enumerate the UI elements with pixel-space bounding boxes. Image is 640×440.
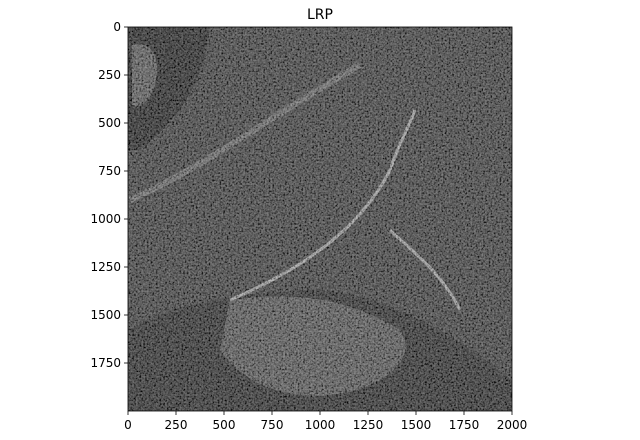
y-axis: 0 250 500 750 1000 1250 1500 1750 — [90, 20, 128, 370]
y-tick-label: 0 — [113, 20, 121, 34]
x-tick-label: 0 — [124, 418, 132, 432]
y-tick-label: 1750 — [90, 356, 121, 370]
y-tick-label: 750 — [98, 164, 121, 178]
chart-title: LRP — [307, 7, 333, 23]
y-tick-label: 250 — [98, 68, 121, 82]
x-tick-label: 750 — [261, 418, 284, 432]
lrp-heatmap-image — [128, 27, 512, 411]
y-tick-label: 1500 — [90, 308, 121, 322]
x-axis: 0 250 500 750 1000 1250 1500 1750 2000 — [124, 411, 527, 432]
y-tick-label: 500 — [98, 116, 121, 130]
y-tick-label: 1000 — [90, 212, 121, 226]
x-tick-label: 1000 — [305, 418, 336, 432]
x-tick-label: 500 — [213, 418, 236, 432]
x-tick-label: 1500 — [401, 418, 432, 432]
x-tick-label: 1250 — [353, 418, 384, 432]
x-tick-label: 2000 — [497, 418, 528, 432]
y-tick-label: 1250 — [90, 260, 121, 274]
x-tick-label: 1750 — [449, 418, 480, 432]
x-tick-label: 250 — [165, 418, 188, 432]
